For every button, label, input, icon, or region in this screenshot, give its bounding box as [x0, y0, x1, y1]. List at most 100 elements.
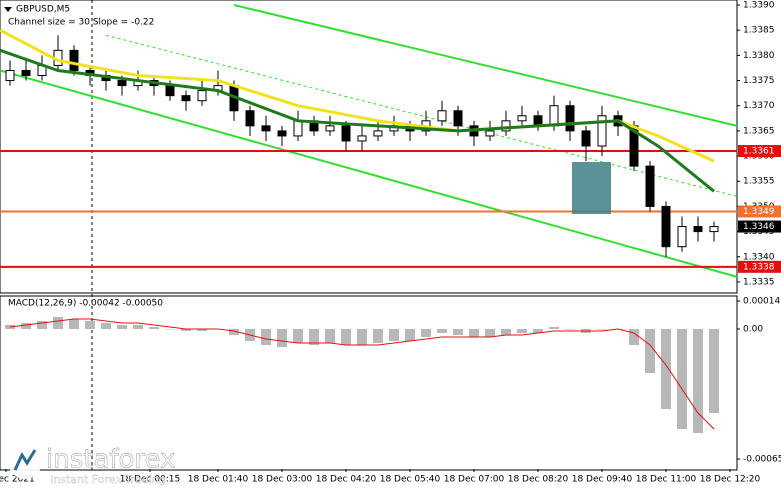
logo-name: instaforex — [46, 445, 175, 475]
last-price-label: 1.3346 — [743, 222, 775, 232]
macd-bar — [101, 323, 111, 329]
candle-body — [21, 69, 31, 77]
macd-bar — [693, 329, 703, 433]
x-tick-label: 18 Dec 07:00 — [444, 475, 505, 485]
macd-bar — [165, 329, 175, 330]
candle-body — [357, 135, 367, 142]
macd-bar — [357, 329, 367, 345]
macd-bar — [341, 329, 351, 345]
macd-y-tick-label: 0.00 — [743, 325, 763, 335]
price-panel — [0, 0, 738, 294]
highlight-box — [572, 162, 611, 214]
macd-bar — [565, 329, 575, 330]
y-tick-label: 1.3340 — [743, 252, 775, 262]
x-tick-label: 18 Dec 11:00 — [636, 475, 697, 485]
candle-body — [517, 115, 527, 122]
candle-body — [325, 125, 335, 132]
macd-bar — [661, 329, 671, 409]
macd-bar — [677, 329, 687, 429]
x-tick-label: 18 Dec 12:20 — [700, 475, 761, 485]
menu-arrow — [4, 7, 12, 12]
candle-body — [197, 90, 207, 102]
macd-bar — [533, 329, 543, 333]
level-label: 1.3361 — [743, 147, 775, 157]
chart-title: GBPUSD,M5 — [16, 5, 70, 15]
y-tick-label: 1.3390 — [743, 1, 775, 11]
x-tick-label: 18 Dec 09:40 — [572, 475, 633, 485]
level-box — [738, 205, 781, 218]
macd-bar — [405, 329, 415, 341]
macd-bar — [229, 329, 239, 335]
x-tick-label: 18 Dec 03:00 — [252, 475, 313, 485]
level-box — [738, 260, 781, 273]
macd-bar — [501, 329, 511, 335]
logo-tagline: Instant Forex Trading — [50, 473, 166, 486]
candle-body — [549, 105, 559, 127]
macd-signal — [9, 318, 715, 430]
macd-bar — [389, 329, 399, 341]
chart-subtitle: Channel size = 30 Slope = -0.22 — [8, 18, 154, 28]
macd-bar — [629, 329, 639, 345]
macd-y-tick-label: 0.00014 — [743, 297, 780, 307]
macd-bar — [53, 317, 63, 329]
macd-bar — [485, 329, 495, 337]
macd-bar — [181, 329, 191, 331]
moving-average — [0, 28, 715, 163]
x-tick-label: 18 Dec 05:40 — [380, 475, 441, 485]
macd-bar — [117, 325, 127, 329]
macd-bar — [21, 323, 31, 329]
candle-body — [597, 115, 607, 147]
level-label: 1.3338 — [743, 262, 775, 272]
macd-bar — [437, 329, 447, 333]
candle-body — [293, 120, 303, 137]
macd-bar — [69, 319, 79, 329]
candle-body — [181, 95, 191, 102]
y-tick-label: 1.3380 — [743, 51, 775, 61]
macd-bar — [133, 325, 143, 329]
moving-average — [0, 48, 715, 193]
channel-line — [105, 34, 738, 197]
channel-line — [0, 69, 738, 278]
macd-bar — [325, 329, 335, 343]
candle-body — [709, 226, 719, 233]
macd-bar — [261, 329, 271, 345]
candle-body — [245, 110, 255, 127]
macd-bar — [517, 329, 527, 333]
level-label: 1.3349 — [743, 207, 775, 217]
candle-body — [485, 130, 495, 137]
y-tick-label: 1.3365 — [743, 126, 775, 136]
macd-bar — [597, 329, 607, 330]
macd-bar — [469, 329, 479, 337]
macd-bar — [373, 329, 383, 343]
x-tick-label: 18 Dec 01:40 — [188, 475, 249, 485]
candle-body — [581, 130, 591, 147]
logo: instaforex Instant Forex Trading — [8, 444, 176, 486]
candle-body — [5, 69, 15, 82]
candle-body — [661, 205, 671, 248]
x-tick-label: 17 Dec 2021 — [0, 475, 35, 485]
y-tick-label: 1.3335 — [743, 277, 775, 287]
macd-bar — [645, 329, 655, 373]
candle-body — [117, 80, 127, 87]
macd-bar — [293, 329, 303, 343]
macd-bar — [277, 329, 287, 347]
candle-body — [373, 130, 383, 137]
y-tick-label: 1.3370 — [743, 101, 775, 111]
macd-bar — [197, 329, 207, 331]
candle-body — [565, 105, 575, 132]
candle-body — [341, 125, 351, 142]
macd-bar — [309, 329, 319, 345]
macd-bar — [549, 327, 559, 329]
candle-body — [261, 125, 271, 132]
candle-body — [165, 85, 175, 97]
candle-body — [693, 226, 703, 233]
macd-bar — [37, 321, 47, 329]
x-tick-label: 18 Dec 08:20 — [508, 475, 569, 485]
candle-body — [277, 130, 287, 137]
y-tick-label: 1.3385 — [743, 26, 775, 36]
macd-bar — [453, 329, 463, 335]
candle-body — [437, 110, 447, 122]
logo-mark — [13, 449, 37, 471]
x-tick-label: 18 Dec 04:20 — [316, 475, 377, 485]
